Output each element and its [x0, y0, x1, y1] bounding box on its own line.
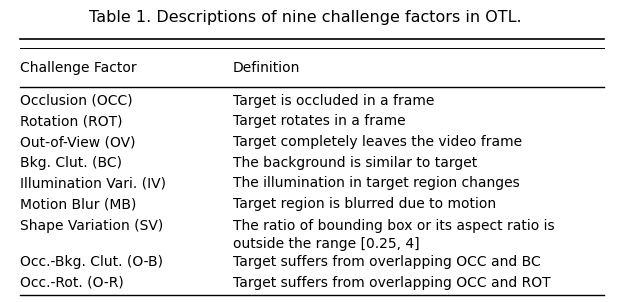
- Text: Out-of-View (OV): Out-of-View (OV): [20, 135, 135, 149]
- Text: Shape Variation (SV): Shape Variation (SV): [20, 219, 163, 233]
- Text: Table 1. Descriptions of nine challenge factors in OTL.: Table 1. Descriptions of nine challenge …: [89, 10, 522, 25]
- Text: The ratio of bounding box or its aspect ratio is
outside the range [0.25, 4]: The ratio of bounding box or its aspect …: [232, 219, 554, 252]
- Text: Definition: Definition: [232, 61, 300, 75]
- Text: Target completely leaves the video frame: Target completely leaves the video frame: [232, 135, 522, 149]
- Text: Target is occluded in a frame: Target is occluded in a frame: [232, 94, 434, 108]
- Text: Occ.-Rot. (O-R): Occ.-Rot. (O-R): [20, 276, 123, 290]
- Text: The background is similar to target: The background is similar to target: [232, 156, 477, 170]
- Text: Occlusion (OCC): Occlusion (OCC): [20, 94, 132, 108]
- Text: Challenge Factor: Challenge Factor: [20, 61, 136, 75]
- Text: Motion Blur (MB): Motion Blur (MB): [20, 197, 136, 211]
- Text: Target suffers from overlapping OCC and ROT: Target suffers from overlapping OCC and …: [232, 276, 550, 290]
- Text: The illumination in target region changes: The illumination in target region change…: [232, 176, 519, 190]
- Text: Bkg. Clut. (BC): Bkg. Clut. (BC): [20, 156, 122, 170]
- Text: Rotation (ROT): Rotation (ROT): [20, 114, 122, 128]
- Text: Target region is blurred due to motion: Target region is blurred due to motion: [232, 197, 496, 211]
- Text: Occ.-Bkg. Clut. (O-B): Occ.-Bkg. Clut. (O-B): [20, 255, 163, 269]
- Text: Illumination Vari. (IV): Illumination Vari. (IV): [20, 176, 166, 190]
- Text: Target rotates in a frame: Target rotates in a frame: [232, 114, 405, 128]
- Text: Target suffers from overlapping OCC and BC: Target suffers from overlapping OCC and …: [232, 255, 541, 269]
